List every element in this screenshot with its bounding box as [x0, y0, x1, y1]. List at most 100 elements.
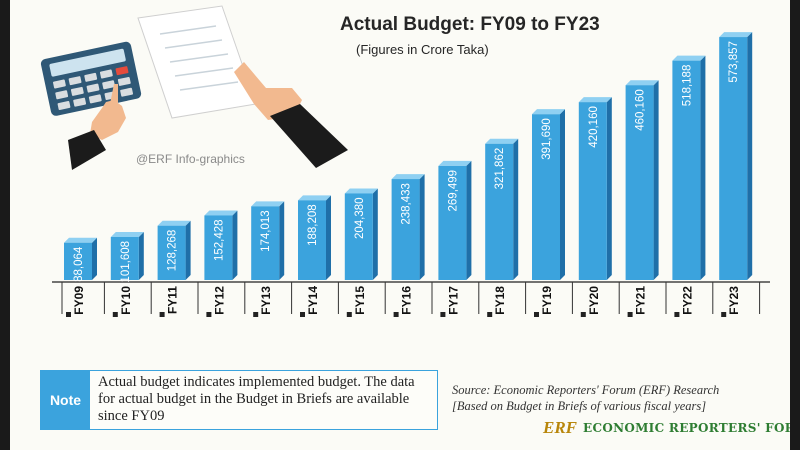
x-tick-label: FY18: [493, 286, 507, 315]
bar-front: [344, 193, 373, 280]
bar-side: [232, 210, 238, 280]
tick-marker: [66, 312, 71, 317]
bar-FY15: 204,380: [344, 188, 378, 280]
erf-logo: ERF ECONOMIC REPORTERS' FORUM: [543, 418, 790, 438]
bar-top: [344, 188, 378, 194]
x-tick-label: FY12: [212, 286, 226, 315]
bar-side: [560, 109, 565, 280]
tick-marker: [346, 312, 352, 317]
x-tick-label: FY21: [634, 286, 648, 315]
bar-FY17: 269,499: [438, 160, 472, 280]
bar-front: [485, 143, 514, 280]
bar-top: [157, 220, 191, 226]
bar-side: [747, 32, 753, 281]
bar-side: [466, 160, 472, 280]
bar-top: [110, 231, 144, 237]
bar-top: [298, 195, 331, 201]
bar-side: [606, 97, 612, 280]
bar-side: [92, 237, 97, 280]
tick-marker: [206, 312, 212, 317]
watermark-text: @ERF Info-graphics: [136, 152, 245, 166]
calculator-illustration: [40, 41, 142, 170]
bar-value-label: 101,608: [120, 241, 132, 283]
bar-value-label: 518,188: [681, 65, 693, 107]
erf-logo-text: ECONOMIC REPORTERS' FORUM: [583, 421, 790, 435]
bar-front: [298, 200, 326, 280]
infographic-panel: 88,064 101,608 128,268 152,428 174,013 188,20…: [10, 0, 790, 450]
bar-FY21: 460,160: [625, 80, 659, 280]
x-tick-label: FY10: [119, 286, 133, 315]
bar-value-label: 460,160: [635, 89, 647, 131]
bar-FY18: 321,862: [485, 138, 519, 280]
bar-front: [110, 236, 139, 280]
x-tick-label: FY09: [72, 286, 86, 315]
bar-top: [438, 160, 472, 166]
bar-front: [438, 165, 467, 280]
paper-illustration: [137, 5, 348, 168]
x-tick-label: FY20: [587, 286, 601, 315]
erf-logo-mark: ERF: [543, 418, 578, 437]
tick-marker: [159, 312, 165, 317]
bar-value-label: 321,862: [494, 148, 506, 190]
x-tick-label: FY16: [400, 286, 414, 315]
bar-value-label: 391,690: [541, 118, 553, 160]
bar-top: [578, 97, 612, 103]
bar-front: [204, 215, 233, 280]
x-tick-label: FY17: [446, 286, 460, 315]
x-tick-label: FY11: [166, 286, 180, 314]
tick-marker: [580, 312, 586, 317]
tick-marker: [112, 312, 118, 317]
bar-top: [672, 55, 706, 61]
bar-value-label: 188,208: [307, 204, 319, 246]
bar-side: [419, 174, 425, 280]
source-line-2: [Based on Budget in Briefs of various fi…: [452, 399, 707, 413]
bar-FY10: 101,608: [110, 231, 144, 283]
bar-FY19: 391,690: [532, 109, 565, 280]
bar-value-label: 573,857: [728, 41, 740, 83]
bar-FY09: 88,064: [64, 237, 97, 282]
bar-top: [485, 138, 519, 144]
x-tick-label: FY23: [727, 286, 741, 315]
x-tick-label: FY19: [540, 286, 554, 315]
budget-bar-chart: 88,064 101,608 128,268 152,428 174,013 188,20…: [40, 5, 770, 317]
bar-front: [719, 37, 748, 281]
bar-FY11: 128,268: [157, 220, 191, 280]
x-tick-label: FY14: [306, 286, 320, 315]
tick-marker: [627, 312, 633, 317]
bar-FY12: 152,428: [204, 210, 238, 280]
chart-subtitle: (Figures in Crore Taka): [356, 42, 489, 57]
source-line-1: Source: Economic Reporters' Forum (ERF) …: [452, 383, 720, 397]
bar-side: [279, 201, 285, 280]
tick-marker: [674, 312, 680, 317]
bar-side: [513, 138, 519, 280]
bar-FY13: 174,013: [251, 201, 285, 280]
bar-value-label: 152,428: [213, 219, 225, 261]
pointing-hand-icon: [234, 62, 348, 168]
bar-side: [326, 195, 331, 280]
bar-side: [185, 220, 191, 280]
tick-marker: [440, 312, 446, 317]
x-tick-label: FY13: [259, 286, 273, 315]
hand-icon: [68, 84, 126, 170]
note-box: Note Actual budget indicates implemented…: [40, 370, 438, 430]
note-text: Actual budget indicates implemented budg…: [98, 374, 415, 424]
bar-FY16: 238,433: [391, 174, 425, 280]
bar-front: [532, 114, 560, 280]
bar-top: [251, 201, 285, 207]
bar-front: [672, 60, 701, 281]
tick-marker: [300, 312, 305, 317]
chart-title: Actual Budget: FY09 to FY23: [340, 14, 600, 35]
bar-value-label: 204,380: [354, 197, 366, 239]
tick-marker: [253, 312, 259, 317]
x-tick-label: FY15: [353, 286, 367, 315]
bar-front: [578, 102, 607, 280]
bar-side: [372, 188, 378, 280]
bar-value-label: 88,064: [73, 246, 85, 282]
bar-value-label: 128,268: [167, 230, 179, 272]
bar-side: [700, 55, 706, 281]
bar-front: [391, 179, 420, 280]
bar-value-label: 238,433: [401, 183, 413, 225]
bar-side: [138, 231, 144, 280]
bar-FY14: 188,208: [298, 195, 331, 280]
bar-FY23: 573,857: [719, 32, 753, 281]
